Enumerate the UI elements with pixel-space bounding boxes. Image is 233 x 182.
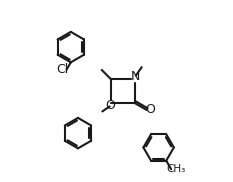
- Text: N: N: [131, 70, 140, 83]
- Text: Cl: Cl: [56, 63, 69, 76]
- Text: O: O: [105, 99, 115, 112]
- Text: CH₃: CH₃: [166, 164, 185, 174]
- Text: O: O: [145, 103, 155, 116]
